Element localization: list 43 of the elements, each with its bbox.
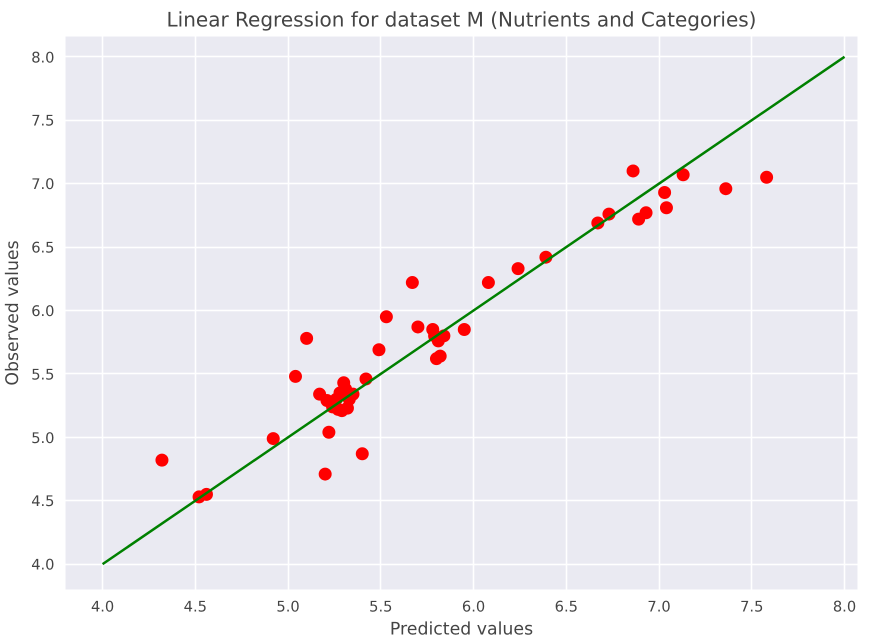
x-tick-label: 5.5 <box>369 598 392 616</box>
y-axis-title: Observed values <box>3 240 24 386</box>
x-tick-label: 6.5 <box>554 598 578 616</box>
x-tick-label: 7.0 <box>647 598 671 616</box>
point <box>458 323 471 336</box>
point <box>406 276 419 290</box>
y-tick-label: 5.5 <box>31 366 55 384</box>
x-tick-label: 6.0 <box>462 598 486 616</box>
y-tick-label: 5.0 <box>31 430 55 447</box>
point <box>356 447 369 460</box>
point <box>482 276 495 290</box>
y-tick-label: 6.0 <box>31 302 55 320</box>
point <box>719 182 732 196</box>
y-tick-label: 8.0 <box>31 49 55 66</box>
y-tick-label: 6.5 <box>31 240 55 257</box>
point <box>626 164 640 178</box>
y-tick-label: 7.0 <box>31 176 55 194</box>
x-axis-title: Predicted values <box>390 620 534 640</box>
point <box>660 201 673 214</box>
y-tick-label: 7.5 <box>31 112 55 130</box>
point <box>760 170 774 184</box>
x-tick-label: 5.0 <box>276 598 300 616</box>
point <box>676 168 690 182</box>
point <box>318 468 332 481</box>
x-tick-label: 4.5 <box>184 598 207 616</box>
x-tick-label: 7.5 <box>740 598 764 616</box>
point <box>640 206 653 220</box>
chart-title: Linear Regression for dataset M (Nutrients and Categories) <box>166 8 756 32</box>
point <box>380 310 393 324</box>
point <box>434 350 447 363</box>
point <box>300 332 314 345</box>
point <box>512 262 525 276</box>
point <box>322 426 336 439</box>
x-tick-label: 8.0 <box>832 598 856 616</box>
point <box>372 343 386 356</box>
point <box>411 320 424 334</box>
point <box>155 454 168 467</box>
x-tick-label: 4.0 <box>90 598 114 616</box>
y-tick-label: 4.0 <box>31 556 55 574</box>
point <box>288 370 302 383</box>
y-tick-label: 4.5 <box>31 493 55 510</box>
point <box>266 432 280 446</box>
point <box>658 186 672 199</box>
